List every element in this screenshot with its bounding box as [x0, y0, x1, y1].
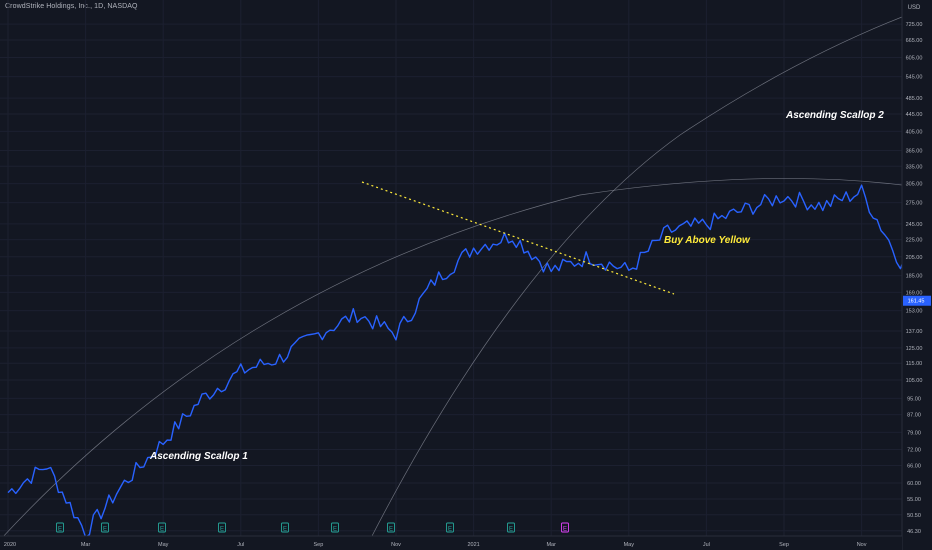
earnings-marker-label: E [563, 527, 567, 533]
symbol-title: CrowdStrike Holdings, Inc., 1D, NASDAQ [5, 3, 138, 10]
price-tick-label: 365.00 [906, 149, 923, 155]
trendline-layer[interactable] [361, 181, 675, 295]
earnings-marker[interactable]: E [218, 522, 226, 533]
series-line-1 [7, 184, 932, 538]
price-tick-label: 185.00 [906, 274, 923, 280]
earnings-marker[interactable]: E [281, 522, 289, 533]
price-tick-label: 405.00 [906, 129, 923, 135]
price-tick-label: 275.00 [906, 201, 923, 207]
price-series [7, 184, 932, 538]
earnings-marker-label: E [448, 527, 452, 533]
price-tick-label: 485.00 [906, 96, 923, 102]
earnings-marker-label: E [389, 527, 393, 533]
earnings-marker-label: E [283, 527, 287, 533]
earnings-marker-upcoming[interactable]: E [561, 522, 569, 533]
earnings-marker[interactable]: E [507, 522, 515, 533]
time-tick-label: Nov [857, 542, 867, 548]
price-tick-label: 605.00 [906, 55, 923, 61]
time-tick-label: May [158, 542, 169, 548]
earnings-marker-label: E [333, 527, 337, 533]
time-axis-bg [0, 536, 902, 550]
time-tick-label: Jul [703, 542, 710, 548]
last-price-label: 161.45 [903, 295, 931, 306]
time-axis[interactable]: 2020 Mar May Jul Sep Nov 2021 Mar May Jul Sep Nov [0, 535, 902, 550]
price-tick-label: 105.00 [906, 378, 923, 384]
scallop-arc-1 [0, 178, 903, 541]
earnings-marker-label: E [220, 527, 224, 533]
price-tick-label: 50.50 [907, 513, 921, 519]
annotation-label: Ascending Scallop 1 [149, 451, 248, 462]
price-tick-label: 245.00 [906, 222, 923, 228]
svg-text:161.45: 161.45 [908, 299, 925, 305]
time-tick-label: Sep [779, 542, 789, 548]
price-tick-label: 95.00 [907, 396, 921, 402]
price-tick-label: 55.00 [907, 497, 921, 503]
time-tick-label: 2021 [467, 542, 479, 548]
time-tick-label: Mar [81, 542, 91, 548]
earnings-marker-label: E [103, 527, 107, 533]
price-tick-label: 72.00 [907, 447, 921, 453]
time-tick-label: Sep [314, 542, 324, 548]
price-tick-label: 87.00 [907, 413, 921, 419]
price-tick-label: 137.00 [906, 329, 923, 335]
price-tick-label: 445.00 [906, 112, 923, 118]
earnings-marker-label: E [58, 527, 62, 533]
price-axis[interactable]: USD 725.00 665.00 605.00 545.00 485.00 445.00 4… [901, 0, 932, 550]
time-tick-label: 2020 [4, 542, 16, 548]
earnings-marker[interactable]: E [158, 522, 166, 533]
annotation-label: Buy Above Yellow [664, 235, 751, 246]
annotation-layer: Ascending Scallop 1 Buy Above Yellow Ascen… [149, 110, 884, 462]
price-tick-label: 66.00 [907, 463, 921, 469]
price-tick-label: 153.00 [906, 309, 923, 315]
earnings-marker[interactable]: E [101, 522, 109, 533]
price-tick-label: 79.00 [907, 430, 921, 436]
price-axis-bg [902, 0, 932, 550]
price-tick-label: 725.00 [906, 22, 923, 28]
time-tick-label: Jul [237, 542, 244, 548]
price-tick-label: 305.00 [906, 182, 923, 188]
earnings-marker-label: E [160, 527, 164, 533]
grid [0, 0, 902, 536]
time-tick-label: Nov [391, 542, 401, 548]
price-tick-label: 335.00 [906, 164, 923, 170]
price-tick-label: 125.00 [906, 346, 923, 352]
earnings-marker[interactable]: E [56, 522, 64, 533]
price-tick-label: 46.30 [907, 529, 921, 535]
price-tick-label: 60.00 [907, 481, 921, 487]
annotation-label: Ascending Scallop 2 [785, 110, 884, 121]
price-tick-label: 225.00 [906, 238, 923, 244]
earnings-marker[interactable]: E [387, 522, 395, 533]
earnings-marker[interactable]: E [331, 522, 339, 533]
price-tick-label: 545.00 [906, 75, 923, 81]
earnings-marker[interactable]: E [446, 522, 454, 533]
currency-label: USD [908, 5, 921, 11]
scallop-arcs [0, 9, 921, 541]
yellow-trendline [361, 181, 675, 295]
price-tick-label: 115.00 [906, 361, 922, 367]
price-tick-label: 169.00 [906, 290, 923, 296]
earnings-marker-label: E [509, 527, 513, 533]
price-tick-label: 665.00 [906, 38, 923, 44]
scallop-arc-2 [371, 9, 921, 537]
time-tick-label: Mar [546, 542, 556, 548]
time-tick-label: May [624, 542, 635, 548]
price-tick-label: 205.00 [906, 255, 923, 261]
